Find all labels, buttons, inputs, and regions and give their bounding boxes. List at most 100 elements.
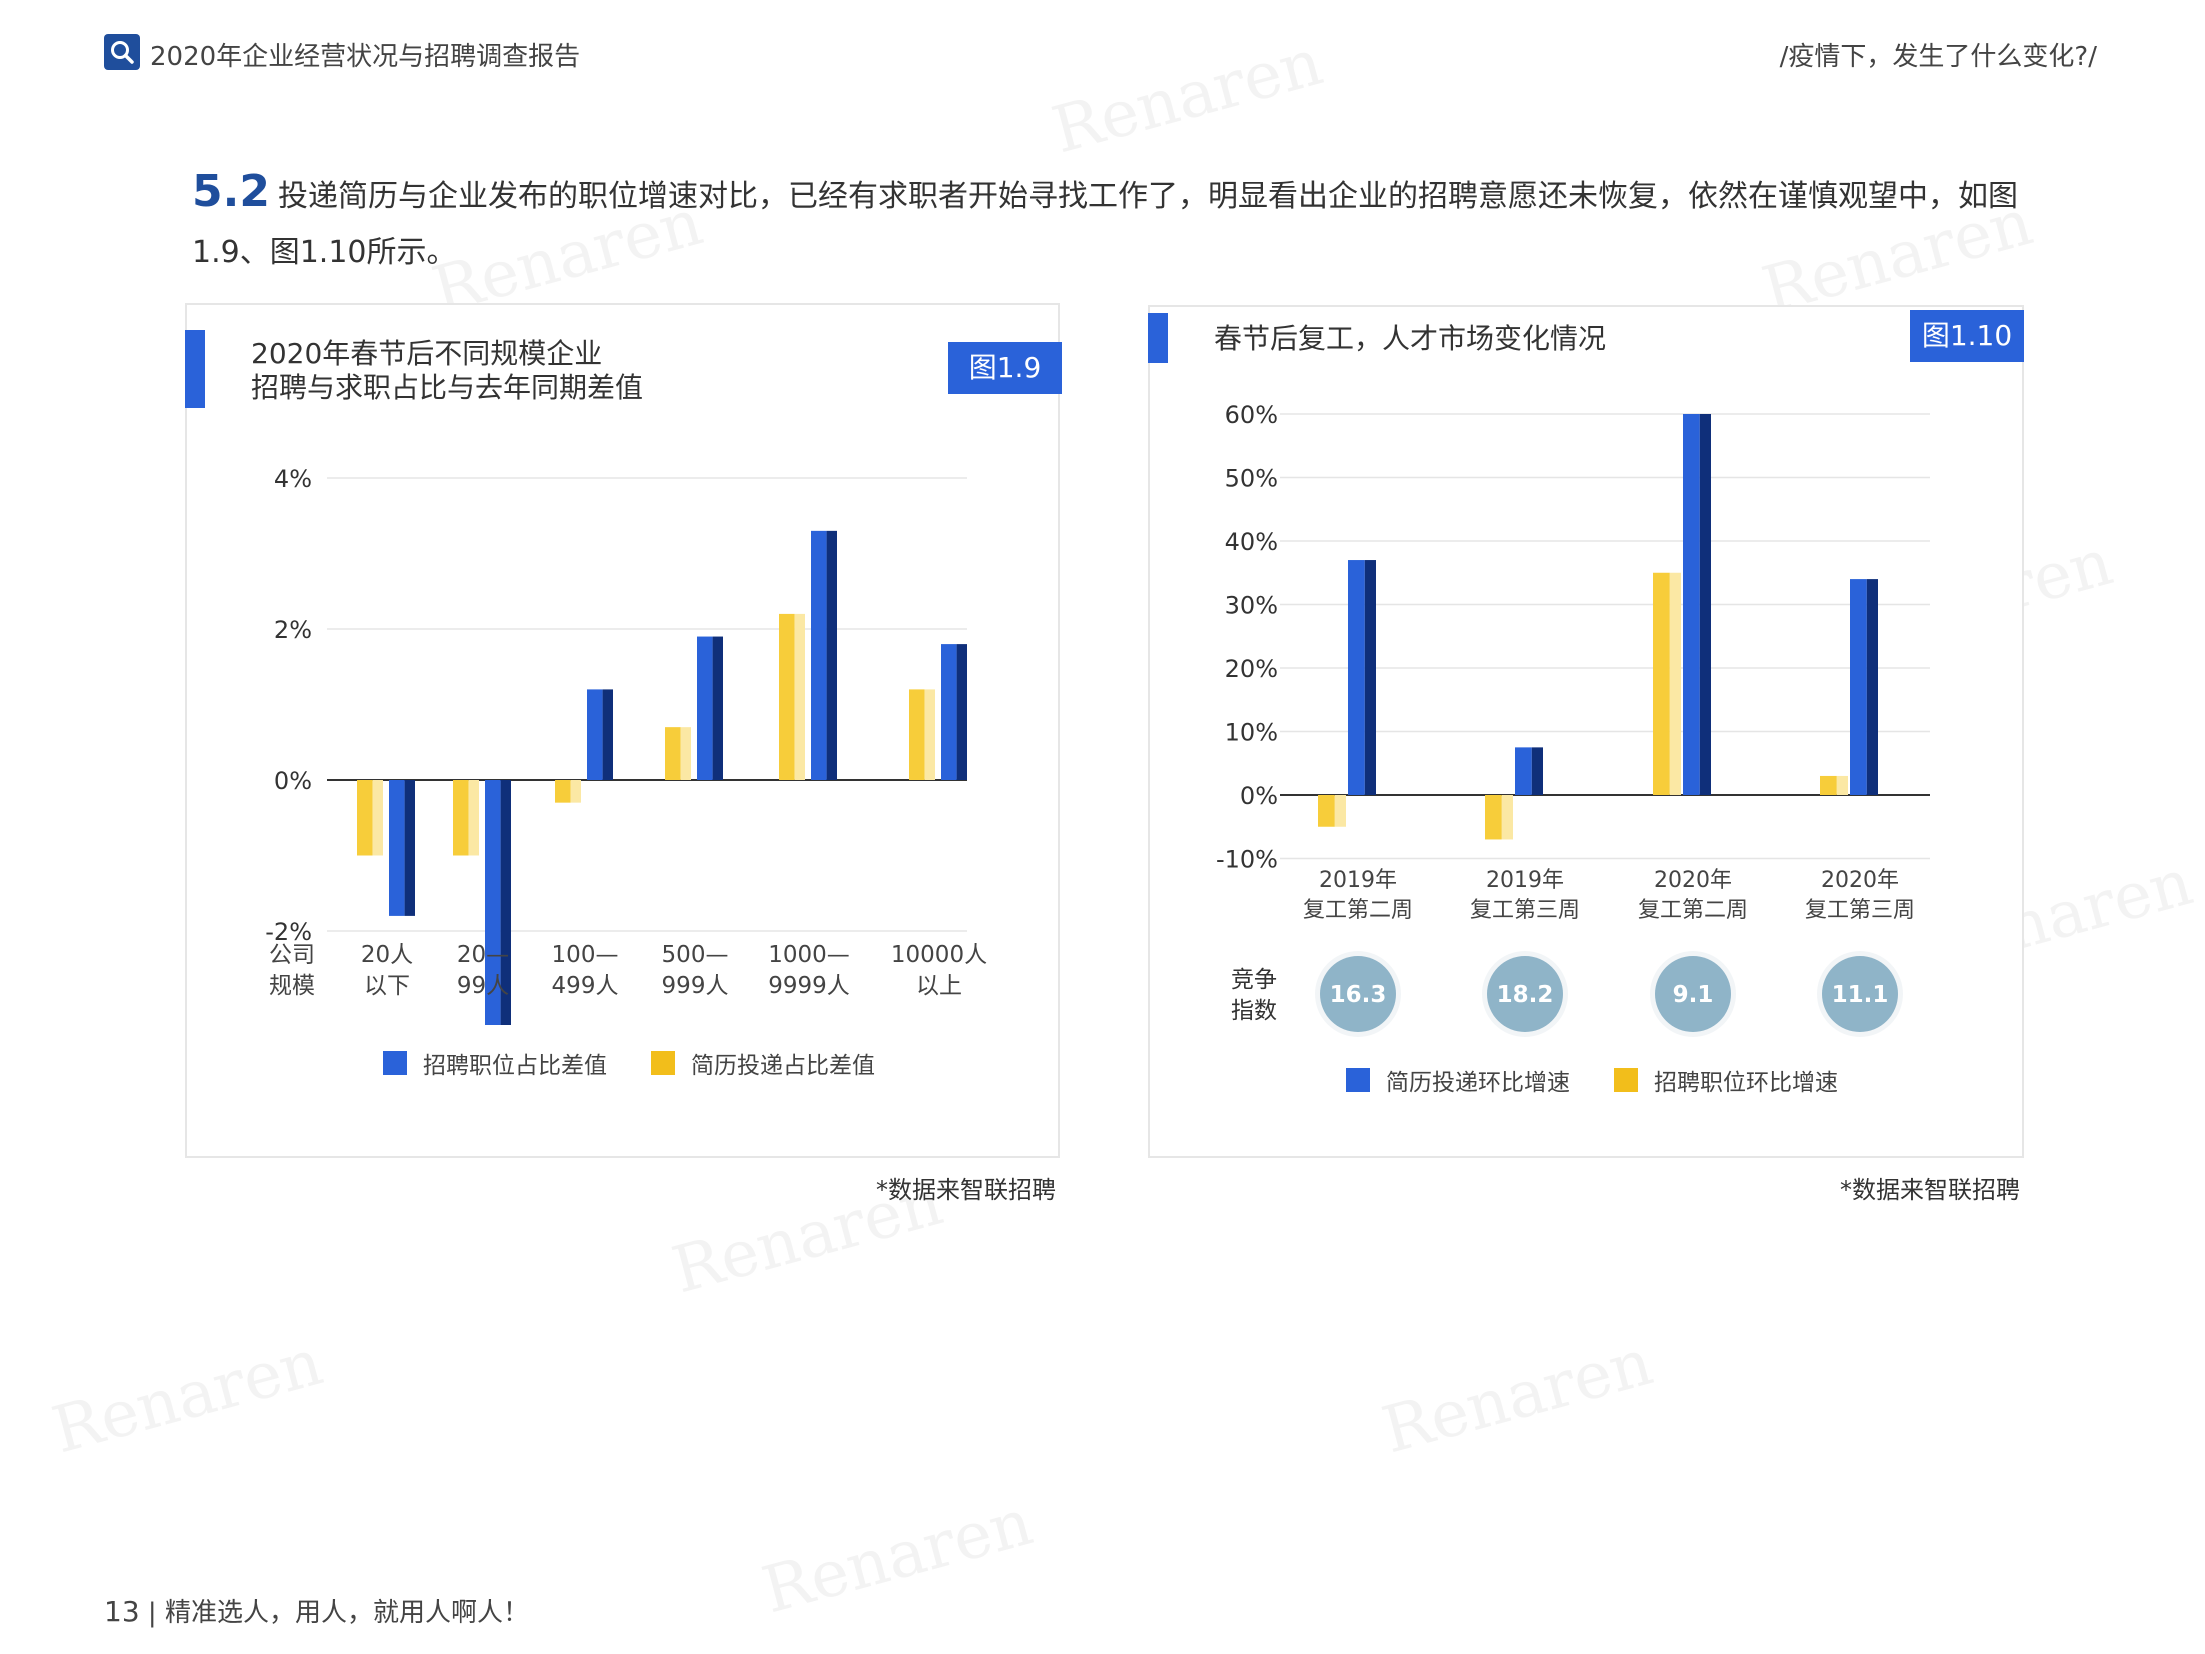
yellow-bar-side xyxy=(924,689,935,780)
blue-bar-face xyxy=(1348,560,1365,795)
legend-item: 招聘职位环比增速 xyxy=(1614,1063,1838,1097)
yellow-bar xyxy=(357,780,383,856)
blue-bar-face xyxy=(485,780,501,1025)
competition-circle xyxy=(1655,956,1731,1032)
x-axis-label: 规模 xyxy=(269,973,315,999)
blue-bar-face xyxy=(941,644,957,780)
legend-item: 简历投递环比增速 xyxy=(1346,1063,1570,1097)
legend-item: 简历投递占比差值 xyxy=(651,1046,875,1080)
x-tick-label: 999人 xyxy=(662,973,729,999)
competition-circle xyxy=(1822,956,1898,1032)
watermark: Renaren xyxy=(45,1325,331,1469)
yellow-bar-face xyxy=(1318,795,1335,827)
x-tick-label: 以上 xyxy=(916,973,962,999)
footer-slogan: 精准选人，用人，就用人啊人！ xyxy=(164,1598,529,1628)
title-accent-bar xyxy=(1148,313,1168,363)
legend-item: 招聘职位占比差值 xyxy=(383,1046,607,1080)
yellow-bar xyxy=(453,780,479,856)
x-tick-label: 499人 xyxy=(552,973,619,999)
intro-text: 投递简历与企业发布的职位增速对比，已经有求职者开始寻找工作了，明显看出企业的招聘… xyxy=(192,179,2018,270)
y-tick-label: -2% xyxy=(265,918,312,946)
competition-value: 16.3 xyxy=(1330,982,1387,1008)
watermark: Renaren xyxy=(1045,25,1331,169)
blue-bar xyxy=(941,644,967,780)
y-tick-label: 0% xyxy=(274,767,312,795)
yellow-bar-side xyxy=(680,727,691,780)
section-number: 5.2 xyxy=(192,166,270,217)
watermark: Renaren xyxy=(1375,1325,1661,1469)
figure-title-line: 招聘与求职占比与去年同期差值 xyxy=(251,371,644,404)
blue-bar-side xyxy=(712,636,723,780)
report-title: 2020年企业经营状况与招聘调查报告 xyxy=(150,42,581,72)
x-tick-label: 复工第二周 xyxy=(1303,898,1413,923)
blue-bar xyxy=(1850,579,1878,795)
x-tick-label: 复工第二周 xyxy=(1638,898,1748,923)
blue-bar-side xyxy=(500,780,511,1025)
x-tick-label: 2020年 xyxy=(1821,868,1899,893)
y-tick-label: 0% xyxy=(1240,782,1278,810)
blue-bar-side xyxy=(1364,560,1376,795)
y-tick-label: 50% xyxy=(1225,465,1278,493)
blue-bar xyxy=(587,689,613,780)
chart-legend: 简历投递环比增速 招聘职位环比增速 xyxy=(1346,1063,1882,1097)
legend-label: 简历投递环比增速 xyxy=(1386,1070,1570,1096)
yellow-bar xyxy=(779,613,805,780)
intro-paragraph: 5.2 投递简历与企业发布的职位增速对比，已经有求职者开始寻找工作了，明显看出企业… xyxy=(192,164,2042,281)
competition-value: 18.2 xyxy=(1497,982,1554,1008)
blue-bar-side xyxy=(404,780,415,916)
competition-circle xyxy=(1320,956,1396,1032)
x-tick-label: 以下 xyxy=(364,973,410,999)
blue-bar-face xyxy=(811,530,827,780)
figure-badge: 图1.9 xyxy=(948,342,1062,394)
yellow-bar xyxy=(1318,795,1346,827)
chapter-title: /疫情下，发生了什么变化?/ xyxy=(1779,42,2097,72)
legend-swatch xyxy=(1346,1068,1370,1092)
page-number: 13 xyxy=(104,1595,140,1628)
figure-1-10-panel: 春节后复工，人才市场变化情况 图1.10 60% 50% 40% 30% 20% 10% 0… xyxy=(1148,305,2024,1158)
blue-bar-face xyxy=(389,780,405,916)
yellow-bar-face xyxy=(909,689,925,780)
figure-1-10-title: 春节后复工，人才市场变化情况 xyxy=(1214,322,1607,355)
x-tick-label: 2020年 xyxy=(1654,868,1732,893)
yellow-bar-face xyxy=(665,727,681,780)
yellow-bar-face xyxy=(453,780,469,856)
chart-legend: 招聘职位占比差值 简历投递占比差值 xyxy=(383,1046,919,1080)
yellow-bar-side xyxy=(570,780,581,803)
y-tick-label: 60% xyxy=(1225,401,1278,429)
blue-bar-face xyxy=(1850,579,1867,795)
x-tick-label: 100— xyxy=(552,942,619,968)
x-tick-label: 2019年 xyxy=(1319,868,1397,893)
yellow-bar-face xyxy=(779,613,795,780)
x-tick-label: 复工第三周 xyxy=(1805,898,1915,923)
y-tick-label: 40% xyxy=(1225,528,1278,556)
yellow-bar-side xyxy=(794,613,805,780)
watermark: Renaren xyxy=(755,1485,1041,1629)
legend-swatch xyxy=(383,1051,407,1075)
blue-bar xyxy=(389,780,415,916)
blue-bar xyxy=(811,530,837,780)
legend-swatch xyxy=(1614,1068,1638,1092)
x-tick-label: 99人 xyxy=(457,973,509,999)
blue-bar xyxy=(1683,414,1711,795)
x-tick-label: 20人 xyxy=(361,942,413,968)
footer-divider: | xyxy=(147,1598,165,1628)
x-tick-label: 500— xyxy=(662,942,729,968)
y-tick-label: 2% xyxy=(274,616,312,644)
yellow-bar xyxy=(555,780,581,803)
yellow-bar xyxy=(665,727,691,780)
blue-bar-side xyxy=(956,644,967,780)
figure-1-9-chart: 4%2%0%-2%-4%-6%公司规模20人以下20—99人100—499人50… xyxy=(265,465,987,1025)
yellow-bar-face xyxy=(1653,572,1670,795)
legend-label: 招聘职位环比增速 xyxy=(1654,1070,1838,1096)
yellow-bar-face xyxy=(555,780,571,803)
yellow-bar-face xyxy=(357,780,373,856)
x-tick-label: 2019年 xyxy=(1486,868,1564,893)
y-tick-label: -10% xyxy=(1216,846,1278,874)
yellow-bar-side xyxy=(372,780,383,856)
figure-badge: 图1.10 xyxy=(1910,310,2024,362)
yellow-bar-face xyxy=(1485,795,1502,840)
yellow-bar-side xyxy=(1836,775,1848,795)
blue-bar-side xyxy=(826,530,837,780)
blue-bar-face xyxy=(1683,414,1700,795)
